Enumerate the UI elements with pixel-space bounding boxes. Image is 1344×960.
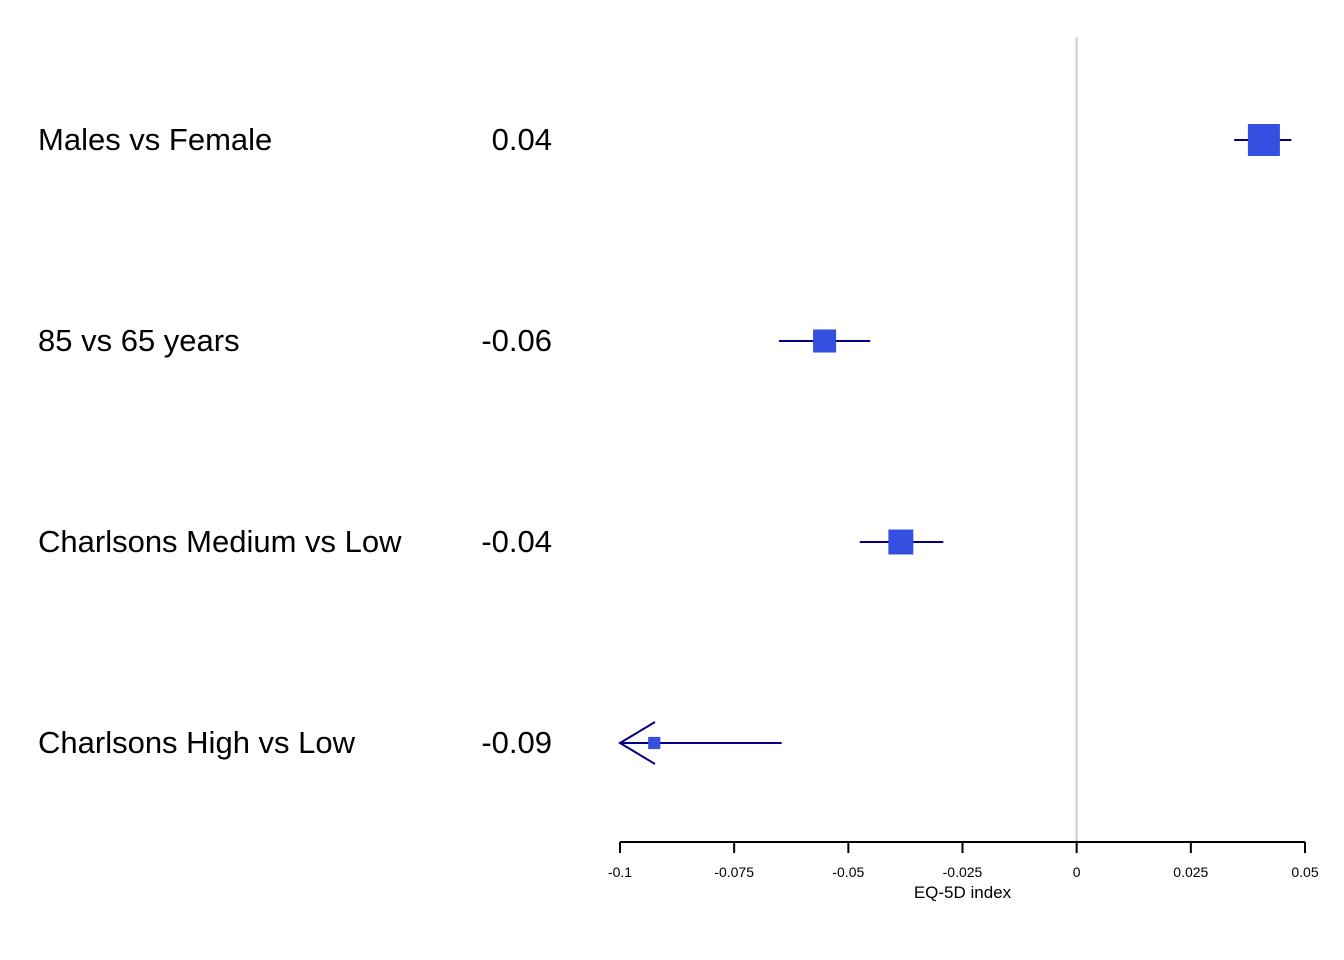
- row-value: -0.06: [481, 323, 552, 358]
- row-label: Charlsons Medium vs Low: [38, 524, 402, 559]
- ci-arrow: [618, 721, 656, 765]
- x-tick-label: -0.075: [714, 864, 754, 880]
- x-tick-label: 0.025: [1173, 864, 1208, 880]
- x-tick-label: 0.05: [1291, 864, 1318, 880]
- row-label: Males vs Female: [38, 122, 272, 157]
- row-label: 85 vs 65 years: [38, 323, 240, 358]
- estimate-box: [648, 736, 661, 750]
- x-tick-label: -0.025: [943, 864, 983, 880]
- row-labels: Males vs Female 85 vs 65 years Charlsons M…: [38, 122, 402, 760]
- x-tick-label: -0.1: [608, 864, 632, 880]
- estimate-box: [888, 529, 914, 555]
- estimate-box: [1247, 124, 1280, 156]
- x-tick-label: -0.05: [832, 864, 864, 880]
- estimate-marks: [618, 124, 1292, 765]
- row-value: 0.04: [492, 122, 552, 157]
- row-value: -0.09: [481, 725, 552, 760]
- row-values: 0.04 -0.06 -0.04 -0.09: [481, 122, 552, 760]
- row-value: -0.04: [481, 524, 552, 559]
- row-label: Charlsons High vs Low: [38, 725, 356, 760]
- x-tick-label: 0: [1073, 864, 1081, 880]
- estimate-box: [813, 329, 837, 353]
- x-axis-title: EQ-5D index: [914, 883, 1012, 902]
- x-axis: -0.1 -0.075 -0.05 -0.025 0 0.025 0.05: [608, 841, 1319, 880]
